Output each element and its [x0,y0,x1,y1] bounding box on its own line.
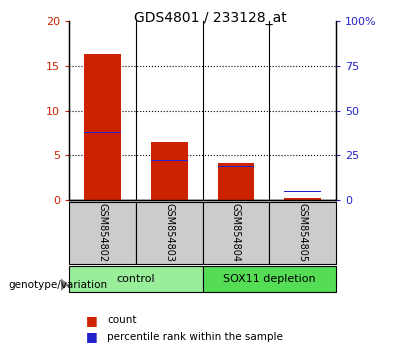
Bar [284,190,321,192]
Bar [202,202,269,264]
Text: SOX11 depletion: SOX11 depletion [223,274,316,284]
Polygon shape [61,278,68,291]
Text: GSM854803: GSM854803 [164,203,174,262]
Bar [69,266,202,292]
Text: count: count [107,315,136,325]
Bar [151,142,188,200]
Text: percentile rank within the sample: percentile rank within the sample [107,332,283,342]
Bar [136,202,202,264]
Bar [269,202,336,264]
Text: GSM854805: GSM854805 [298,203,308,262]
Bar [284,198,321,200]
Text: genotype/variation: genotype/variation [8,280,108,290]
Bar [84,132,121,133]
Text: GDS4801 / 233128_at: GDS4801 / 233128_at [134,11,286,25]
Text: control: control [117,274,155,284]
Bar [69,202,136,264]
Bar [218,166,255,167]
Text: GSM854802: GSM854802 [97,203,108,262]
Text: ■: ■ [86,314,98,327]
Text: ■: ■ [86,331,98,343]
Bar [202,266,336,292]
Bar [218,163,255,200]
Text: GSM854804: GSM854804 [231,203,241,262]
Bar [84,54,121,200]
Bar [151,160,188,161]
